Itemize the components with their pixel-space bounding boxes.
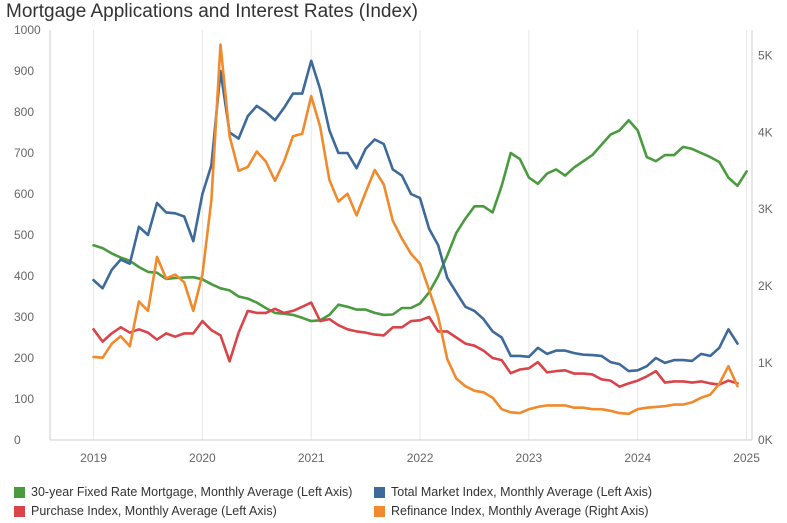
y-left-tick-label: 400: [14, 269, 34, 283]
x-tick-label: 2022: [407, 451, 434, 465]
y-left-tick-label: 600: [14, 187, 34, 201]
y-left-tick-label: 800: [14, 105, 34, 119]
legend-label: Refinance Index, Monthly Average (Right …: [391, 504, 649, 518]
y-right-tick-label: 0K: [758, 433, 773, 447]
line-chart: 2019 2020 2021 2022 2023 2024 2025 0 100 200 300 40…: [14, 23, 773, 465]
chart-title: Mortgage Applications and Interest Rates…: [6, 1, 418, 22]
legend-label: Total Market Index, Monthly Average (Lef…: [391, 485, 653, 499]
legend-swatch-red: [14, 505, 25, 517]
series-line-2[interactable]: [92, 301, 739, 388]
series-line-1[interactable]: [92, 59, 739, 373]
y-left-tick-label: 200: [14, 351, 34, 365]
y-right-tick-label: 3K: [758, 202, 773, 216]
y-left-tick-label: 1000: [14, 23, 41, 37]
y-left-tick-label: 900: [14, 64, 34, 78]
legend-item-purchase-index[interactable]: Purchase Index, Monthly Average (Left Ax…: [14, 504, 277, 518]
legend-swatch-orange: [374, 505, 385, 517]
y-right-tick-label: 5K: [758, 48, 773, 62]
series-line-3[interactable]: [92, 43, 739, 416]
y-right-tick-label: 4K: [758, 125, 773, 139]
legend: 30-year Fixed Rate Mortgage, Monthly Ave…: [14, 481, 784, 521]
legend-label: Purchase Index, Monthly Average (Left Ax…: [31, 504, 277, 518]
legend-item-30-year-fixed-rate[interactable]: 30-year Fixed Rate Mortgage, Monthly Ave…: [14, 485, 352, 499]
x-tick-label: 2024: [624, 451, 651, 465]
y-left-tick-label: 500: [14, 228, 34, 242]
legend-swatch-green: [14, 486, 25, 498]
y-left-tick-label: 300: [14, 310, 34, 324]
legend-swatch-blue: [374, 486, 385, 498]
gridlines: [93, 30, 748, 440]
axes: [49, 30, 753, 441]
y-left-tick-label: 0: [14, 433, 21, 447]
series-lines: [92, 43, 748, 416]
legend-item-total-market-index[interactable]: Total Market Index, Monthly Average (Lef…: [374, 485, 652, 499]
x-tick-label: 2019: [80, 451, 107, 465]
legend-item-refinance-index[interactable]: Refinance Index, Monthly Average (Right …: [374, 504, 649, 518]
tick-labels: 2019 2020 2021 2022 2023 2024 2025 0 100 200 300 40…: [14, 23, 773, 465]
legend-label: 30-year Fixed Rate Mortgage, Monthly Ave…: [31, 485, 353, 499]
y-right-tick-label: 1K: [758, 356, 773, 370]
x-tick-label: 2021: [298, 451, 325, 465]
x-tick-label: 2020: [189, 451, 216, 465]
y-left-tick-label: 100: [14, 392, 34, 406]
y-left-tick-label: 700: [14, 146, 34, 160]
x-tick-label: 2023: [516, 451, 543, 465]
x-tick-label: 2025: [733, 451, 760, 465]
y-right-tick-label: 2K: [758, 279, 773, 293]
